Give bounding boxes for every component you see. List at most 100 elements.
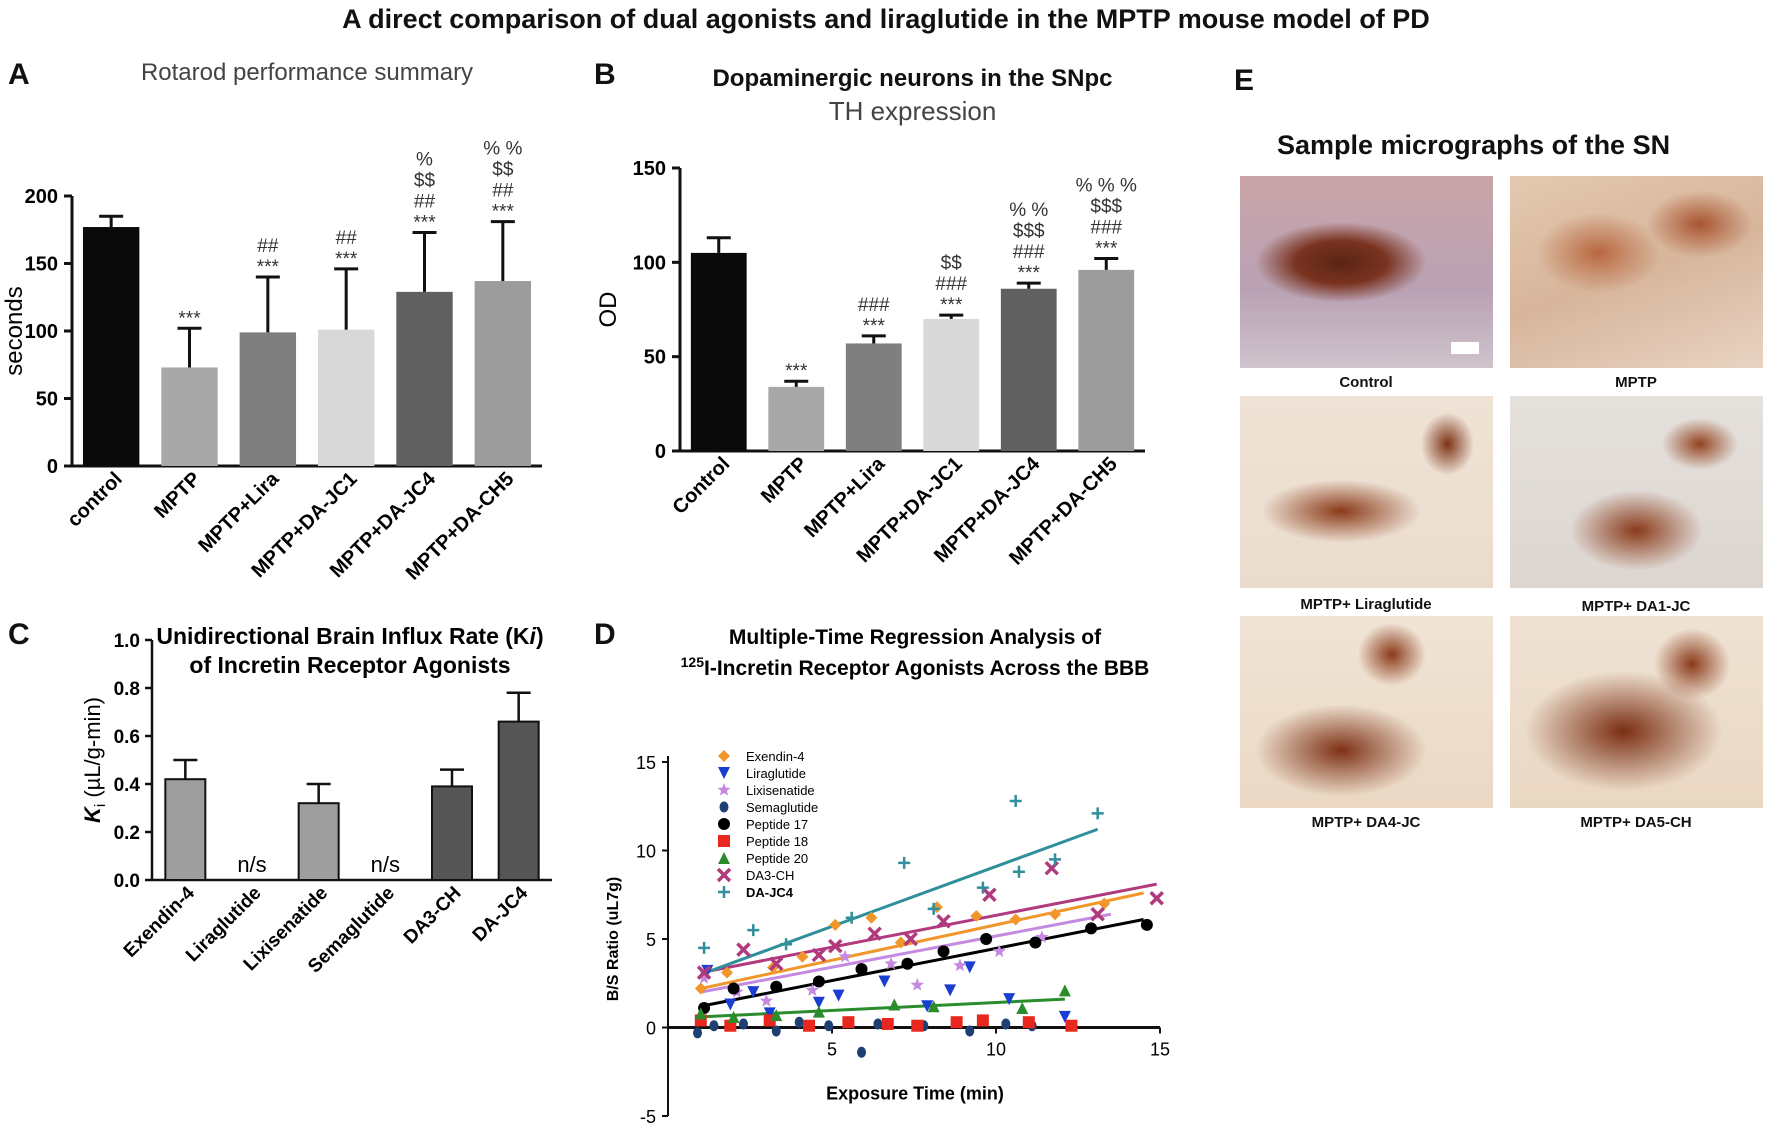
- fit-line: [700, 918, 1144, 1008]
- legend-label: DA-JC4: [746, 885, 794, 900]
- data-point: [698, 941, 711, 954]
- not-significant-label: n/s: [371, 852, 400, 877]
- significance-label: ***: [940, 295, 963, 316]
- data-point: [747, 924, 760, 937]
- significance-label: ***: [1095, 239, 1118, 260]
- not-significant-label: n/s: [237, 852, 266, 877]
- significance-label: ##: [257, 236, 279, 257]
- data-point: [873, 1018, 883, 1030]
- data-point: [878, 975, 891, 988]
- y-axis-label: OD: [595, 292, 622, 328]
- legend-label: Liraglutide: [746, 766, 806, 781]
- x-axis-label: Exposure Time (min): [826, 1084, 1004, 1104]
- x-tick-label: DA3-CH: [400, 883, 466, 949]
- data-point: [727, 1010, 740, 1023]
- fit-line: [700, 827, 1099, 976]
- data-point: [812, 1005, 825, 1018]
- significance-label: ***: [1018, 263, 1041, 284]
- y-tick-label: 150: [25, 254, 58, 276]
- data-point: [1016, 1002, 1029, 1015]
- chart-title: Rotarod performance summary: [141, 59, 473, 86]
- data-point: [865, 911, 878, 924]
- bar: [690, 252, 747, 451]
- significance-label: $$: [414, 170, 436, 191]
- data-point: [1022, 1016, 1035, 1029]
- data-point: [888, 998, 901, 1011]
- data-point: [921, 1000, 934, 1013]
- data-point: [976, 1014, 989, 1027]
- significance-label: % % %: [1076, 176, 1137, 197]
- bar: [1078, 269, 1135, 451]
- significance-label: ##: [336, 228, 358, 249]
- data-point: [693, 1027, 703, 1039]
- chart-title-line2: 125I-Incretin Receptor Agonists Across t…: [681, 654, 1150, 680]
- data-point: [709, 1020, 719, 1032]
- y-tick-label: 0.6: [114, 727, 140, 748]
- significance-label: $$: [941, 253, 963, 274]
- y-tick-label: 5: [646, 930, 656, 950]
- data-point: [694, 1007, 707, 1020]
- data-point: [911, 1019, 924, 1032]
- data-point: [697, 970, 711, 984]
- data-point: [1149, 891, 1164, 906]
- micrograph-caption-liraglutide: MPTP+ Liraglutide: [1300, 596, 1432, 613]
- micrograph-caption-da5-ch: MPTP+ DA5-CH: [1580, 814, 1692, 831]
- micrograph-da4-jc: [1240, 616, 1493, 808]
- panel-letter-a: A: [8, 58, 30, 91]
- chart-title: Dopaminergic neurons in the SNpc: [712, 65, 1112, 92]
- data-point: [927, 902, 940, 915]
- legend-label: Lixisenatide: [746, 783, 815, 798]
- chart-subtitle: TH expression: [829, 96, 997, 126]
- y-tick-label: 100: [633, 252, 666, 274]
- data-point: [1001, 1018, 1011, 1030]
- data-point: [930, 901, 943, 914]
- x-tick-label: DA-JC4: [469, 882, 533, 946]
- data-point: [894, 936, 907, 949]
- data-point: [724, 998, 737, 1011]
- data-point: [1091, 807, 1104, 820]
- x-tick-label: MPTP: [757, 453, 812, 508]
- legend-marker: [716, 867, 732, 883]
- y-tick-label: 0.0: [114, 871, 140, 892]
- x-tick-label: MPTP: [150, 468, 205, 523]
- data-point: [803, 1019, 816, 1032]
- data-point: [842, 1016, 855, 1029]
- micrographs-title: Sample micrographs of the SN: [1277, 130, 1671, 160]
- data-point: [696, 965, 712, 980]
- data-point: [829, 918, 842, 931]
- y-tick-label: 50: [644, 347, 666, 369]
- data-point: [857, 1046, 867, 1058]
- fit-line: [700, 882, 1158, 975]
- x-tick-label: control: [63, 468, 126, 531]
- y-tick-label: 0: [655, 441, 666, 463]
- legend-marker: [718, 818, 730, 830]
- data-point: [780, 938, 793, 951]
- data-point: [812, 996, 825, 1009]
- legend-label: DA3-CH: [746, 868, 794, 883]
- data-point: [1029, 936, 1042, 949]
- data-point: [982, 887, 997, 902]
- y-tick-label: 10: [636, 842, 656, 862]
- significance-label: % %: [483, 139, 522, 160]
- data-point: [910, 978, 924, 991]
- bar: [497, 720, 540, 881]
- data-point: [727, 982, 740, 995]
- x-tick-label: 10: [986, 1040, 1006, 1060]
- data-point: [1035, 930, 1049, 943]
- data-point: [736, 942, 751, 957]
- data-point: [855, 963, 868, 976]
- micrograph-da5-ch: [1510, 616, 1763, 808]
- data-point: [1085, 922, 1098, 935]
- x-tick-label: 5: [827, 1040, 837, 1060]
- legend-marker: [718, 852, 730, 864]
- bar: [845, 343, 902, 451]
- significance-label: ###: [935, 274, 967, 295]
- micrograph-liraglutide: [1240, 396, 1493, 588]
- legend-label: Peptide 18: [746, 834, 808, 849]
- significance-label: % %: [1009, 200, 1048, 221]
- data-point: [1058, 1010, 1071, 1023]
- micrograph-caption-mptp: MPTP: [1615, 374, 1657, 391]
- y-tick-label: 15: [636, 753, 656, 773]
- bar: [923, 318, 980, 451]
- y-tick-label: 200: [25, 186, 58, 208]
